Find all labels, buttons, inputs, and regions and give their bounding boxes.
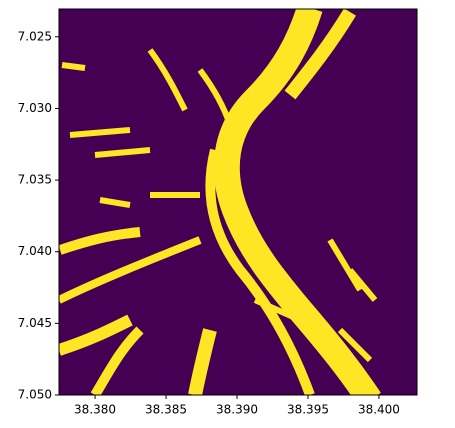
river-band bbox=[205, 148, 315, 395]
y-tick-label: 7.050 bbox=[18, 388, 52, 402]
mask-patch bbox=[59, 314, 133, 356]
river-band bbox=[284, 9, 356, 100]
x-tick-label: 38.380 bbox=[74, 403, 116, 417]
y-tick-label: 7.030 bbox=[18, 101, 52, 115]
mask-patch bbox=[59, 227, 141, 255]
raster-mask bbox=[59, 9, 381, 395]
y-tick-label: 7.045 bbox=[18, 316, 52, 330]
y-tick-label: 7.025 bbox=[18, 29, 52, 43]
mask-patch bbox=[90, 326, 144, 395]
x-tick-label: 38.390 bbox=[216, 403, 258, 417]
y-tick-label: 7.035 bbox=[18, 173, 52, 187]
mask-patch bbox=[147, 48, 188, 112]
mask-patch bbox=[59, 236, 202, 304]
mask-patch bbox=[188, 328, 217, 395]
x-tick-label: 38.400 bbox=[358, 403, 400, 417]
x-tick-label: 38.395 bbox=[287, 403, 329, 417]
axes: 38.380 38.385 38.390 38.395 38.400 7.025 7.030… bbox=[18, 29, 400, 416]
axes-frame bbox=[58, 8, 418, 396]
river-band bbox=[213, 9, 381, 395]
mask-patch bbox=[61, 62, 378, 363]
x-tick-label: 38.385 bbox=[145, 403, 187, 417]
y-tick-label: 7.040 bbox=[18, 244, 52, 258]
mask-patch bbox=[197, 68, 233, 126]
